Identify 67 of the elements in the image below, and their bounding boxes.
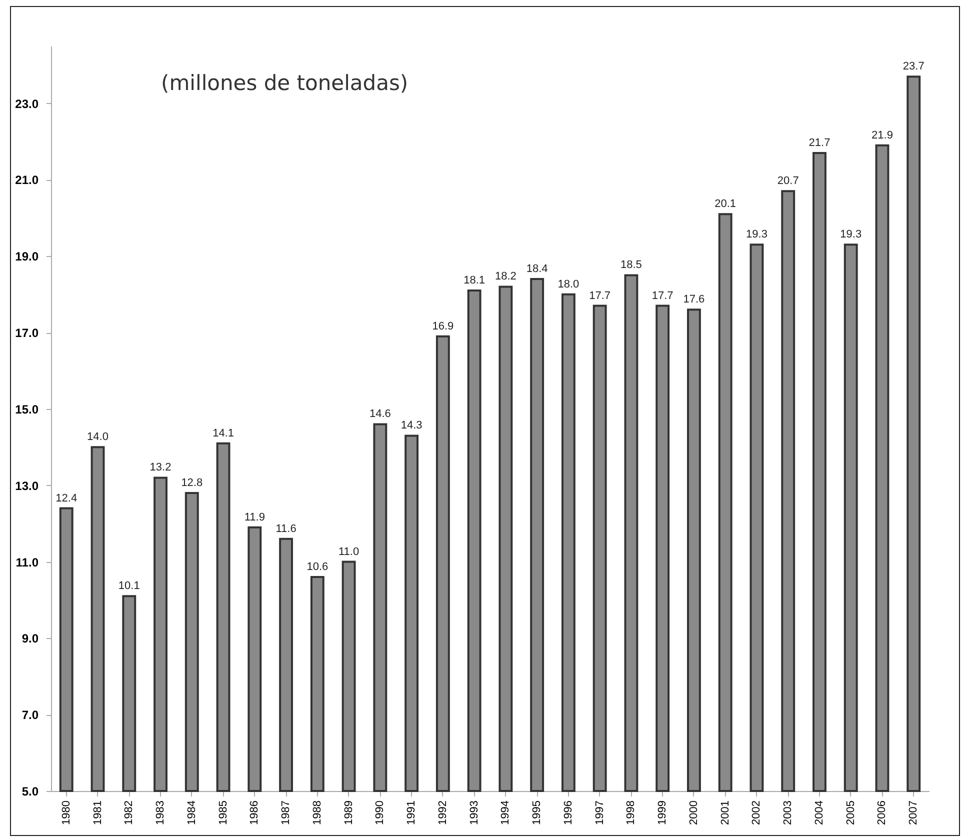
x-tick-label: 1998 [625, 800, 638, 825]
y-tick-label: 21.0 [15, 173, 39, 188]
data-label: 12.4 [56, 492, 78, 504]
x-tick-label: 2001 [719, 800, 732, 825]
data-label: 18.5 [620, 259, 642, 272]
data-label: 16.9 [432, 320, 454, 332]
y-tick-label: 5.0 [22, 784, 39, 798]
x-tick-label: 1989 [342, 800, 355, 825]
data-label: 10.6 [306, 561, 328, 574]
data-label: 17.6 [683, 294, 705, 306]
x-tick-label: 1980 [60, 800, 72, 825]
data-label: 10.1 [118, 580, 140, 592]
data-label: 19.3 [840, 228, 862, 241]
data-label: 19.3 [746, 228, 768, 241]
data-label: 11.6 [276, 522, 296, 535]
x-tick-label: 1987 [280, 800, 292, 825]
y-tick-label: 17.0 [15, 326, 39, 340]
data-label: 14.3 [400, 420, 422, 432]
data-label: 13.2 [150, 462, 172, 474]
x-tick-label: 1997 [594, 800, 606, 825]
x-tick-label: 2002 [750, 800, 763, 825]
x-tick-label: 1982 [123, 800, 136, 825]
data-label: 11.9 [244, 511, 265, 524]
y-tick-label: 7.0 [22, 708, 39, 722]
data-label: 18.0 [558, 278, 580, 290]
x-tick-label: 1994 [500, 800, 512, 825]
data-label: 18.2 [494, 270, 516, 283]
data-label: 14.0 [87, 431, 108, 444]
y-tick-label: 19.0 [15, 250, 39, 264]
x-tick-label: 2005 [844, 800, 857, 825]
x-tick-label: 2000 [688, 800, 700, 825]
data-label: 14.6 [369, 408, 391, 420]
x-tick-label: 1984 [186, 800, 198, 825]
data-label: 14.1 [212, 427, 234, 440]
data-label: 21.7 [808, 136, 830, 149]
data-label: 21.9 [872, 129, 893, 142]
data-label: 18.1 [464, 274, 486, 287]
x-tick-label: 1996 [562, 800, 574, 825]
x-tick-label: 1992 [436, 800, 449, 825]
x-tick-label: 1990 [374, 800, 386, 825]
data-label: 20.1 [714, 198, 736, 210]
y-tick-label: 11.0 [16, 555, 39, 570]
data-label: 11.0 [338, 546, 360, 558]
x-tick-label: 2006 [876, 800, 888, 825]
x-tick-label: 2004 [813, 800, 826, 825]
data-label: 17.7 [589, 290, 611, 302]
y-tick-label: 15.0 [15, 402, 39, 416]
x-tick-label: 1999 [656, 800, 669, 825]
x-tick-label: 1983 [154, 800, 167, 825]
data-label: 18.4 [526, 263, 548, 276]
x-tick-label: 1991 [406, 800, 418, 825]
x-tick-label: 2007 [908, 800, 920, 825]
x-tick-label: 1986 [248, 800, 261, 825]
x-tick-label: 1993 [468, 800, 480, 825]
y-tick-label: 9.0 [22, 632, 39, 646]
annotation: (millones de toneladas) [161, 71, 408, 95]
x-tick-label: 1981 [92, 800, 104, 825]
data-label: 20.7 [777, 175, 799, 188]
x-tick-label: 2003 [782, 800, 794, 825]
x-tick-label: 1995 [531, 800, 544, 825]
y-tick-label: 23.0 [15, 96, 39, 111]
x-tick-label: 1985 [217, 800, 230, 825]
x-tick-label: 1988 [311, 800, 324, 825]
data-label: 17.7 [652, 290, 674, 302]
data-label: 23.7 [902, 60, 924, 73]
y-tick-label: 13.0 [15, 478, 39, 493]
data-label: 12.8 [181, 477, 203, 489]
